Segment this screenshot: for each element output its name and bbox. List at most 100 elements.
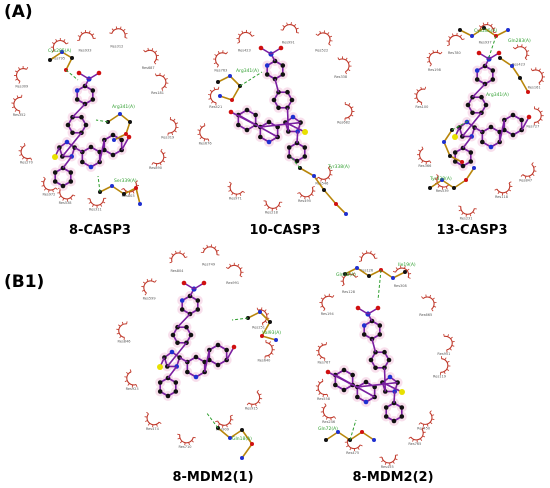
- atom: [391, 276, 395, 280]
- residue-label: Res951: [437, 352, 450, 356]
- residue-bond: [337, 431, 351, 441]
- atom: [230, 98, 234, 102]
- atom: [268, 320, 272, 324]
- ligand-bond: [471, 83, 486, 98]
- atom: [355, 266, 359, 270]
- atom: [52, 179, 58, 184]
- ligand-bond: [327, 371, 354, 386]
- residue-label: Gln18(A): [232, 436, 252, 442]
- atom: [157, 389, 163, 394]
- hydrophobic-contact-icon: [215, 414, 234, 428]
- residue-bond: [325, 431, 339, 441]
- hydrophobic-contact-icon: [256, 307, 270, 326]
- atom: [465, 102, 471, 108]
- residue-label: Res311: [89, 208, 102, 212]
- atom: [276, 105, 281, 111]
- atom: [334, 202, 338, 206]
- atom: [440, 178, 444, 182]
- residue-label: Res218: [265, 211, 278, 215]
- residue-bond: [229, 429, 243, 439]
- atom: [355, 305, 361, 311]
- ligand-bond: [274, 78, 280, 93]
- atom: [452, 150, 458, 155]
- ligand-bond: [225, 346, 235, 361]
- atom: [128, 120, 132, 124]
- residue-label: Res161: [528, 86, 541, 90]
- atom: [110, 132, 116, 138]
- residue-bond: [123, 187, 137, 195]
- residue-label: Res682: [337, 120, 350, 124]
- residue-bond: [443, 129, 453, 143]
- atom: [458, 28, 462, 32]
- residue-label: Res546: [315, 181, 328, 185]
- residue-label: Res804: [170, 269, 184, 273]
- atom: [383, 405, 389, 410]
- atom: [479, 94, 484, 100]
- atom: [52, 170, 58, 175]
- atom: [264, 63, 270, 68]
- hydrophobic-contact-icon: [246, 389, 263, 407]
- ligand-bond: [176, 313, 191, 328]
- atom: [460, 160, 464, 164]
- atom: [372, 438, 376, 442]
- residue-label: Res909: [216, 427, 229, 431]
- residue-bond: [441, 179, 455, 189]
- atom: [52, 154, 58, 160]
- atom: [185, 369, 190, 375]
- atom: [157, 364, 163, 370]
- hydrophobic-contact-icon: [446, 32, 465, 47]
- residue-label: Res231: [460, 217, 473, 221]
- atom: [215, 362, 221, 368]
- atom: [228, 436, 232, 440]
- atom: [271, 97, 277, 103]
- residue-bond: [299, 167, 315, 177]
- residue-label: Res599: [143, 297, 156, 301]
- hydrophobic-contact-icon: [533, 106, 544, 126]
- atom: [179, 307, 185, 312]
- atom: [367, 274, 371, 278]
- atom: [468, 159, 474, 164]
- hydrogen-bond-line: [231, 317, 249, 321]
- hydrophobic-contact-icon: [408, 427, 426, 443]
- residue-bond: [125, 121, 131, 135]
- atom: [48, 58, 52, 62]
- atom: [502, 117, 507, 123]
- caption-8-mdm2-2: 8-MDM2(2): [352, 470, 434, 485]
- atom: [181, 280, 187, 286]
- ligand-bond: [230, 111, 257, 126]
- residue-bond: [259, 311, 271, 323]
- atom: [476, 50, 482, 56]
- caption-13-casp3: 13-CASP3: [436, 223, 508, 238]
- residue-bond: [241, 429, 253, 445]
- hydrophobic-contact-icon: [315, 378, 329, 398]
- residue-label: Res539: [436, 189, 449, 193]
- atom: [526, 90, 530, 94]
- residue-bond: [313, 175, 325, 191]
- ligand-bond: [383, 367, 387, 392]
- hydrophobic-contact-icon: [154, 72, 169, 91]
- atom: [324, 438, 328, 442]
- residue-label: Res991: [226, 281, 239, 285]
- residue-bond: [261, 335, 277, 341]
- ligand-bond: [382, 381, 403, 393]
- atom: [519, 117, 524, 123]
- atom: [96, 70, 102, 76]
- atom: [260, 334, 264, 338]
- ligand-bond: [74, 146, 83, 153]
- residue-bond: [111, 185, 125, 195]
- hydrophobic-contact-icon: [315, 30, 333, 46]
- residue-label: Tyr338(A): [327, 164, 350, 170]
- residue-label: Cys285(A): [48, 48, 72, 54]
- atom: [482, 26, 486, 30]
- atom: [188, 332, 194, 338]
- atom: [464, 178, 468, 182]
- caption-8-casp3: 8-CASP3: [69, 223, 131, 238]
- residue-bond: [241, 443, 253, 459]
- atom: [258, 134, 263, 140]
- atom: [231, 344, 237, 350]
- atom: [526, 114, 532, 120]
- atom: [383, 414, 389, 419]
- atom: [343, 272, 347, 276]
- panel-b1-label: (B1): [4, 272, 45, 292]
